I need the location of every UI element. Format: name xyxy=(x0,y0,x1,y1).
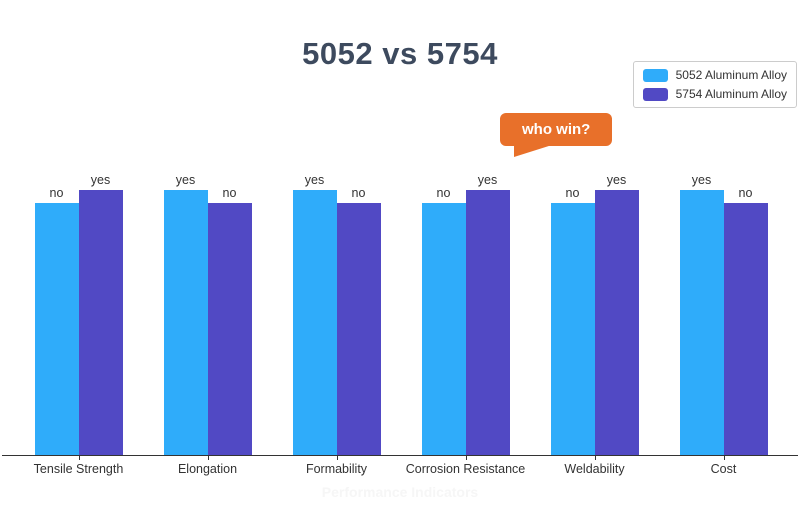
bar xyxy=(723,203,768,455)
bar-value-label: no xyxy=(738,185,753,200)
bar-group: no yes xyxy=(14,170,143,455)
bar-column: yes xyxy=(465,172,510,455)
bar-value-label: yes xyxy=(90,172,111,187)
axis-tick xyxy=(78,455,80,460)
callout-text: who win? xyxy=(522,121,591,138)
legend-label: 5052 Aluminum Alloy xyxy=(675,68,787,82)
bar xyxy=(679,190,724,455)
x-axis-category-label: Elongation xyxy=(143,455,272,480)
bar-column: no xyxy=(421,185,466,455)
bar-group: no yes xyxy=(401,170,530,455)
callout-bubble: who win? xyxy=(500,113,613,157)
bar-value-label: yes xyxy=(606,172,627,187)
bar xyxy=(34,203,79,455)
bar-value-label: yes xyxy=(304,172,325,187)
axis-tick xyxy=(207,455,209,460)
x-axis-category-label: Corrosion Resistance xyxy=(401,455,530,480)
bar-value-label: yes xyxy=(477,172,498,187)
axis-tick xyxy=(723,455,725,460)
x-axis-category-label: Formability xyxy=(272,455,401,480)
bar-value-label: no xyxy=(351,185,366,200)
legend-item-5754[interactable]: 5754 Aluminum Alloy xyxy=(642,87,787,101)
x-axis-category-label: Weldability xyxy=(530,455,659,480)
bar-column: no xyxy=(34,185,79,455)
bar-value-label: no xyxy=(565,185,580,200)
bar-column: yes xyxy=(679,172,724,455)
callout-tail-icon xyxy=(514,145,552,157)
legend-label: 5754 Aluminum Alloy xyxy=(675,87,787,101)
chart-title: 5052 vs 5754 xyxy=(302,36,498,71)
x-axis-category-label: Tensile Strength xyxy=(14,455,143,480)
bar-column: no xyxy=(207,185,252,455)
bar xyxy=(421,203,466,455)
bar xyxy=(465,190,510,455)
x-axis-category-label: Cost xyxy=(659,455,788,480)
legend-swatch-icon xyxy=(642,68,668,82)
x-axis-line xyxy=(2,455,798,456)
bar-column: yes xyxy=(292,172,337,455)
axis-tick xyxy=(594,455,596,460)
bar-column: yes xyxy=(78,172,123,455)
bar-plot: no yes yes no yes no no yes no yes yes no xyxy=(14,170,788,455)
bar-value-label: no xyxy=(436,185,451,200)
bar-group: yes no xyxy=(659,170,788,455)
bar xyxy=(163,190,208,455)
bar xyxy=(207,203,252,455)
bar-value-label: no xyxy=(222,185,237,200)
bar-group: yes no xyxy=(143,170,272,455)
bar-group: yes no xyxy=(272,170,401,455)
x-axis-labels: Tensile Strength Elongation Formability Cor… xyxy=(14,455,788,480)
bar-value-label: yes xyxy=(691,172,712,187)
x-axis-title: Performance Indicators xyxy=(321,484,479,500)
bar xyxy=(78,190,123,455)
bar-column: no xyxy=(550,185,595,455)
bar-column: no xyxy=(723,185,768,455)
bar xyxy=(292,190,337,455)
bar xyxy=(336,203,381,455)
bar-column: yes xyxy=(594,172,639,455)
bar-value-label: no xyxy=(49,185,64,200)
bar xyxy=(550,203,595,455)
axis-tick xyxy=(465,455,467,460)
axis-tick xyxy=(336,455,338,460)
bar xyxy=(594,190,639,455)
bar-value-label: yes xyxy=(175,172,196,187)
bar-column: yes xyxy=(163,172,208,455)
legend-item-5052[interactable]: 5052 Aluminum Alloy xyxy=(642,68,787,82)
legend-swatch-icon xyxy=(642,87,668,101)
bar-column: no xyxy=(336,185,381,455)
legend: 5052 Aluminum Alloy 5754 Aluminum Alloy xyxy=(632,61,797,108)
bar-group: no yes xyxy=(530,170,659,455)
